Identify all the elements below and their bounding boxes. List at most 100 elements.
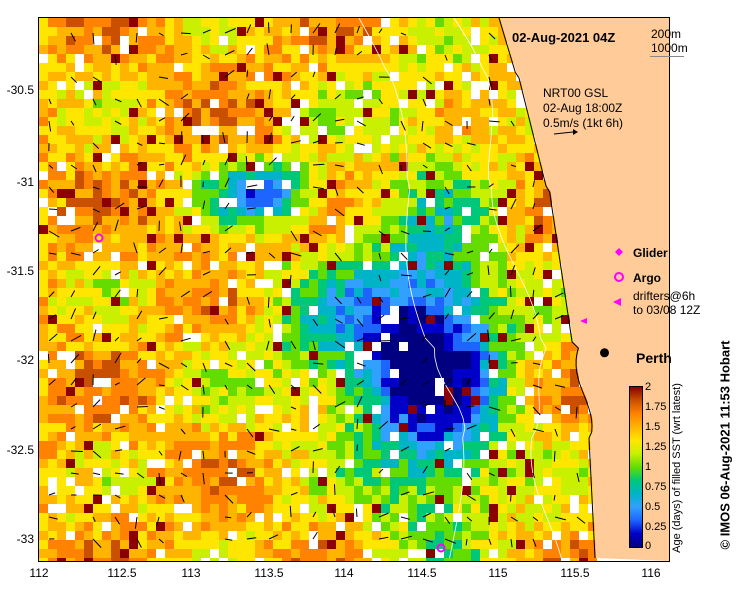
sst-cell (84, 243, 93, 252)
sst-cell (39, 207, 48, 216)
current-vector (48, 164, 54, 169)
sst-cell (471, 369, 480, 378)
current-vector (576, 516, 586, 524)
sst-cell (354, 36, 363, 45)
sst-cell (57, 558, 66, 561)
sst-cell (120, 72, 129, 81)
sst-cell (246, 288, 255, 297)
sst-cell (165, 153, 174, 162)
sst-cell (147, 252, 156, 261)
sst-cell (39, 396, 48, 405)
sst-cell (336, 207, 345, 216)
sst-cell (471, 180, 480, 189)
y-tick-label: -32.5 (6, 443, 34, 457)
sst-cell (39, 333, 48, 342)
coastline (498, 18, 596, 559)
sst-cell (453, 333, 462, 342)
sst-cell (48, 270, 57, 279)
sst-cell (138, 441, 147, 450)
sst-cell (237, 351, 246, 360)
sst-cell (354, 288, 363, 297)
current-vector (510, 538, 513, 548)
sst-cell (192, 441, 201, 450)
sst-cell (255, 387, 264, 396)
sst-cell (327, 549, 336, 558)
current-vector (202, 362, 207, 372)
current-vector (136, 406, 148, 408)
sst-cell (543, 351, 552, 360)
sst-cell (570, 387, 579, 396)
sst-cell (84, 558, 93, 561)
sst-cell (309, 198, 318, 207)
sst-cell (363, 315, 372, 324)
sst-cell (66, 81, 75, 90)
sst-cell (273, 108, 282, 117)
sst-cell (534, 180, 543, 189)
sst-cell (300, 216, 309, 225)
sst-cell (372, 297, 381, 306)
sst-cell (93, 180, 102, 189)
sst-cell (435, 261, 444, 270)
sst-cell (516, 297, 525, 306)
sst-cell (75, 504, 84, 513)
sst-cell (336, 540, 345, 549)
current-vector (488, 120, 500, 123)
sst-cell (210, 135, 219, 144)
sst-cell (147, 405, 156, 414)
sst-cell (39, 225, 48, 234)
sst-cell (291, 54, 300, 63)
sst-cell (237, 324, 246, 333)
sst-cell (237, 54, 246, 63)
sst-cell (327, 369, 336, 378)
sst-cell (327, 63, 336, 72)
sst-cell (570, 531, 579, 540)
sst-cell (57, 477, 66, 486)
sst-cell (354, 369, 363, 378)
sst-cell (471, 171, 480, 180)
sst-cell (48, 99, 57, 108)
current-vector (180, 52, 188, 56)
sst-cell (273, 153, 282, 162)
current-vector (92, 186, 100, 190)
sst-cell (390, 558, 399, 561)
sst-cell (471, 225, 480, 234)
sst-cell (570, 369, 579, 378)
sst-cell (75, 63, 84, 72)
sst-cell (201, 117, 210, 126)
y-tick-label: -30.5 (6, 83, 34, 97)
sst-cell (354, 486, 363, 495)
sst-cell (156, 27, 165, 36)
sst-cell (147, 81, 156, 90)
sst-cell (507, 126, 516, 135)
current-vector (158, 494, 166, 499)
current-vector (246, 24, 252, 34)
sst-cell (552, 486, 561, 495)
sst-cell (462, 306, 471, 315)
sst-cell (336, 432, 345, 441)
sst-cell (273, 99, 282, 108)
sst-cell (75, 288, 84, 297)
sst-cell (354, 243, 363, 252)
sst-cell (534, 342, 543, 351)
sst-cell (435, 288, 444, 297)
sst-cell (75, 18, 84, 27)
sst-cell (57, 504, 66, 513)
sst-cell (183, 369, 192, 378)
sst-cell (453, 288, 462, 297)
sst-cell (84, 144, 93, 153)
sst-cell (372, 441, 381, 450)
sst-cell (390, 108, 399, 117)
sst-cell (282, 522, 291, 531)
sst-cell (264, 549, 273, 558)
sst-cell (282, 27, 291, 36)
sst-cell (192, 270, 201, 279)
sst-cell (327, 207, 336, 216)
current-vector (466, 472, 473, 481)
sst-cell (201, 180, 210, 189)
sst-cell (462, 81, 471, 90)
sst-cell (57, 387, 66, 396)
sst-cell (345, 369, 354, 378)
sst-cell (120, 225, 129, 234)
sst-cell (417, 387, 426, 396)
sst-cell (480, 549, 489, 558)
